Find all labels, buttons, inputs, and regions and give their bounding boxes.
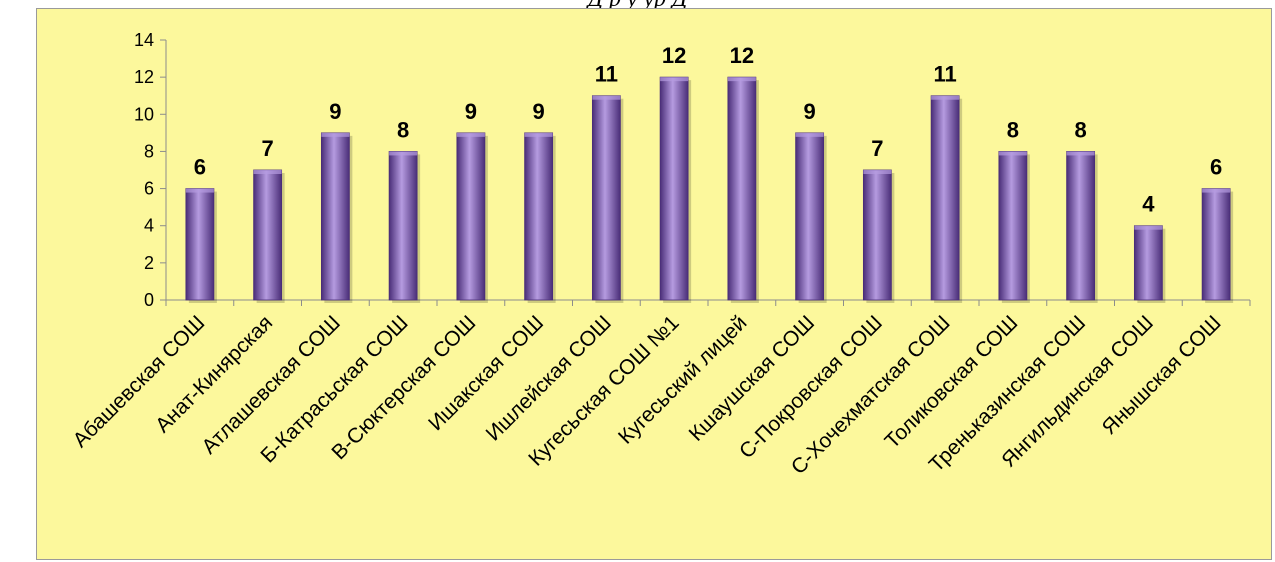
bar (1133, 225, 1163, 301)
data-label: 6 (194, 155, 206, 180)
bar-top (185, 188, 214, 193)
bar (930, 95, 960, 301)
bar (1201, 188, 1231, 301)
data-label: 4 (1142, 192, 1155, 217)
bar (659, 76, 689, 301)
bar-top (931, 95, 960, 100)
data-label: 9 (804, 99, 816, 124)
bar (456, 132, 486, 301)
bar-top (727, 77, 756, 82)
bar-top (1202, 188, 1231, 193)
x-category-label: Кугесьский лицей (614, 311, 751, 448)
x-category-label: Кшаушская СОШ (685, 311, 819, 445)
bar-top (998, 151, 1027, 156)
bar (591, 95, 621, 301)
data-label: 6 (1210, 155, 1222, 180)
x-category-label: Абашевская СОШ (69, 311, 210, 452)
bar-top (1066, 151, 1095, 156)
y-tick-label: 6 (144, 179, 154, 199)
data-label: 11 (595, 62, 618, 87)
data-label: 12 (730, 43, 754, 68)
x-category-label: Ишакская СОШ (424, 311, 548, 435)
y-tick-label: 14 (134, 30, 154, 50)
y-tick-label: 8 (144, 141, 154, 161)
bar-top (321, 132, 350, 137)
bar (185, 188, 215, 301)
chart-area (36, 8, 1272, 560)
bar (253, 169, 283, 301)
x-category-label: Ишлейская СОШ (482, 311, 616, 445)
data-label: 7 (262, 136, 274, 161)
bar (795, 132, 825, 301)
x-category-label: Толиковская СОШ (880, 311, 1022, 453)
bar (998, 151, 1028, 301)
data-label: 12 (662, 43, 686, 68)
x-category-label: Анат-Кинярская (151, 311, 277, 437)
bar (388, 151, 418, 301)
data-label: 8 (1007, 117, 1019, 142)
bar (1066, 151, 1096, 301)
bar-top (253, 170, 282, 174)
bar-top (592, 95, 621, 100)
bar (524, 132, 554, 301)
bar (320, 132, 350, 301)
data-label: 9 (465, 99, 477, 124)
bar-top (660, 77, 689, 82)
bar-top (1134, 225, 1163, 230)
data-label: 8 (397, 117, 409, 142)
bar-top (795, 132, 824, 137)
y-tick-label: 10 (134, 104, 154, 124)
x-category-label: Янышская СОШ (1098, 311, 1226, 439)
data-label: 11 (933, 62, 956, 87)
data-label: 9 (533, 99, 545, 124)
data-label: 8 (1075, 117, 1087, 142)
y-tick-label: 4 (144, 216, 154, 236)
data-label: 7 (871, 136, 883, 161)
bar-top (389, 151, 418, 156)
bar-top (456, 132, 485, 137)
data-label: 9 (329, 99, 341, 124)
y-tick-label: 12 (134, 67, 154, 87)
bar (862, 169, 892, 301)
y-tick-label: 2 (144, 253, 154, 273)
bar-top (863, 170, 892, 174)
bar (727, 76, 757, 301)
bar-top (524, 132, 553, 137)
y-tick-label: 0 (144, 290, 154, 310)
